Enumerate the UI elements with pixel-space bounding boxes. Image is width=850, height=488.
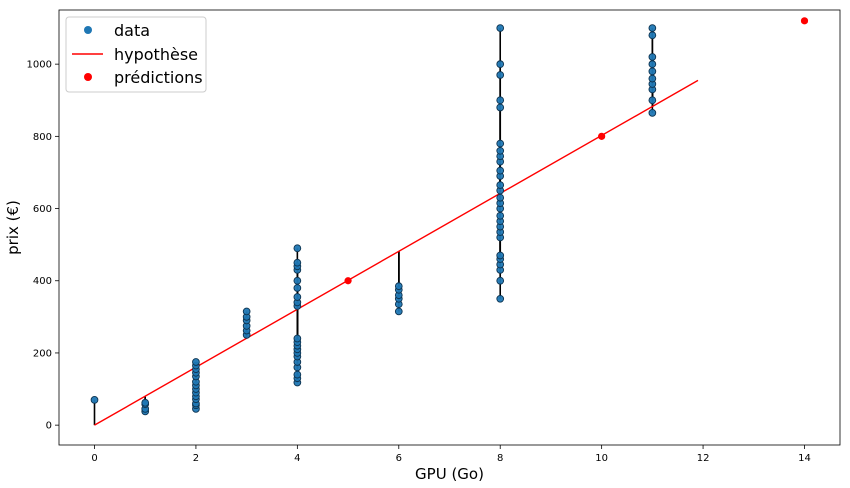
data-point: [496, 211, 505, 220]
legend-marker-predictions: [84, 73, 92, 81]
x-tick-label: 10: [595, 453, 608, 464]
data-point: [496, 193, 505, 202]
predictions-layer: [344, 17, 809, 285]
data-point: [496, 71, 505, 79]
x-tick-label: 12: [697, 453, 710, 464]
x-axis-label: GPU (Go): [415, 465, 484, 483]
data-point: [192, 358, 200, 366]
legend-label-data: data: [114, 21, 150, 40]
data-point: [293, 293, 302, 301]
data-point: [242, 307, 251, 316]
data-point: [648, 67, 657, 76]
data-point: [293, 334, 302, 343]
data-point: [496, 181, 505, 189]
prediction-point: [800, 17, 809, 25]
data-point: [496, 276, 505, 285]
legend-marker-data: [84, 26, 92, 34]
data-point: [293, 370, 302, 379]
y-tick-label: 600: [33, 204, 52, 215]
y-tick-label: 200: [33, 348, 52, 359]
data-point: [394, 282, 403, 291]
legend: data hypothèse prédictions: [65, 16, 207, 93]
y-tick-label: 400: [33, 276, 52, 287]
prediction-point: [344, 277, 352, 285]
data-point: [648, 74, 657, 83]
data-point: [90, 396, 99, 404]
plot-area-frame: [58, 9, 841, 446]
data-point: [394, 307, 403, 316]
x-tick-label: 6: [396, 453, 402, 464]
data-points-layer: [90, 24, 657, 416]
x-axis-ticks: 0 2 4 6 8 10 12 14: [91, 445, 811, 464]
data-point: [648, 31, 657, 40]
y-tick-label: 0: [46, 421, 52, 432]
y-tick-label: 1000: [27, 60, 52, 71]
prediction-point: [598, 132, 606, 140]
y-axis-label: prix (€): [4, 200, 22, 255]
data-point: [496, 139, 505, 148]
data-point: [648, 60, 657, 68]
data-point: [293, 258, 302, 267]
data-point: [496, 294, 505, 303]
data-point: [496, 146, 505, 155]
x-tick-label: 14: [798, 453, 811, 464]
data-point: [496, 251, 505, 260]
data-point: [141, 398, 150, 407]
data-point: [496, 60, 505, 68]
x-tick-label: 0: [91, 453, 97, 464]
x-tick-label: 4: [294, 453, 300, 464]
data-point: [648, 53, 657, 61]
data-point: [496, 96, 505, 105]
data-point: [648, 96, 657, 105]
data-point: [496, 103, 505, 112]
y-tick-label: 800: [33, 132, 52, 143]
x-tick-label: 2: [193, 453, 199, 464]
data-point: [496, 24, 505, 32]
legend-label-predictions: prédictions: [114, 68, 203, 87]
data-point: [293, 244, 302, 253]
data-point: [496, 166, 505, 175]
data-point: [648, 24, 657, 32]
y-axis-ticks: 0 200 400 600 800 1000: [27, 60, 59, 432]
data-point: [648, 109, 657, 117]
x-tick-label: 8: [497, 453, 503, 464]
data-point: [293, 284, 302, 292]
legend-box: [65, 16, 207, 93]
data-point: [293, 276, 302, 285]
legend-label-hypothesis: hypothèse: [114, 45, 198, 64]
